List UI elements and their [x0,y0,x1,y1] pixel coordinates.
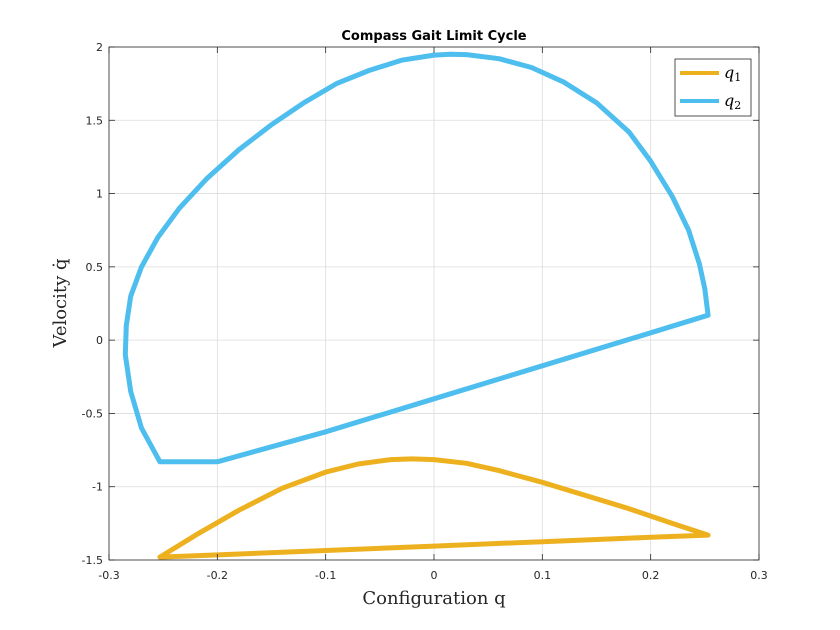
x-tick-label: 0 [431,569,438,582]
ticks [108,46,760,561]
x-tick-label: -0.3 [98,569,119,582]
y-tick-label: -1 [92,481,103,494]
y-tick-label: -1.5 [82,554,103,567]
series-layer [122,51,711,560]
y-tick-label: 0.5 [86,261,104,274]
x-tick-label: 0.2 [642,569,660,582]
x-tick-labels: -0.3 -0.2 -0.1 0 0.1 0.2 0.3 [98,569,767,582]
y-tick-label: 2 [96,41,103,54]
legend: q1 q2 [674,58,752,117]
legend-label-q2: q2 [724,91,741,112]
x-tick-label: -0.1 [315,569,336,582]
series-line-q1 [157,456,711,560]
y-tick-label: 1.5 [86,114,104,127]
x-tick-label: 0.3 [750,569,768,582]
chart-title: Compass Gait Limit Cycle [341,29,526,44]
y-axis-label: Velocity q̇ [50,258,71,348]
legend-box [674,58,752,117]
y-tick-label: 1 [96,188,103,201]
legend-label-q2-base: q [724,91,734,110]
x-tick-label: -0.2 [207,569,228,582]
legend-label-q1-sub: 1 [734,71,741,84]
y-tick-label: 0 [96,334,103,347]
y-tick-label: -0.5 [82,407,103,420]
x-tick-label: 0.1 [534,569,552,582]
series-line-q2 [122,51,711,465]
y-tick-labels: -1.5 -1 -0.5 0 0.5 1 1.5 2 [82,41,103,567]
legend-label-q2-sub: 2 [734,99,741,112]
legend-label-q1-base: q [724,63,734,82]
legend-label-q1: q1 [724,63,741,84]
x-axis-label: Configuration q [362,588,505,609]
